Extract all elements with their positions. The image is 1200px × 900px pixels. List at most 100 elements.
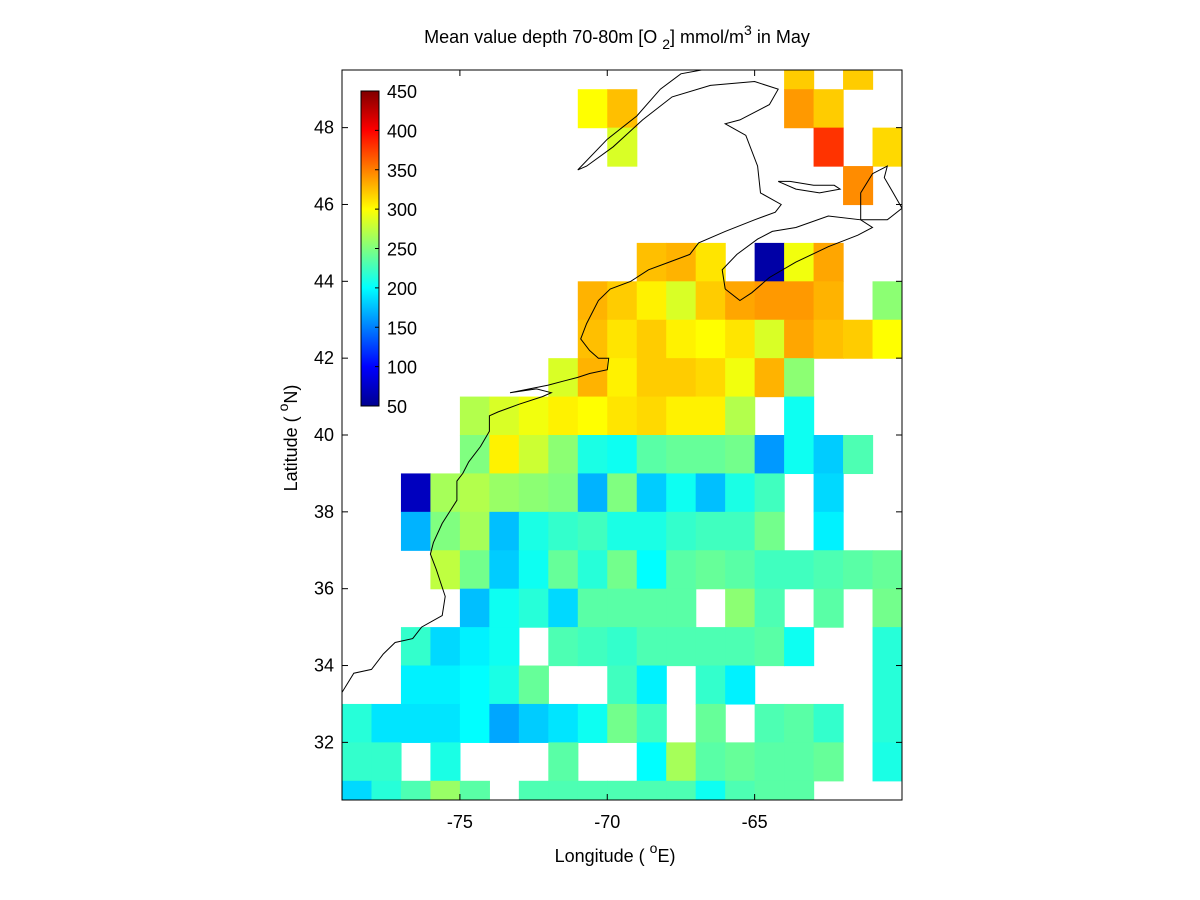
heatmap-cell [577,281,608,321]
heatmap-cell [577,396,608,436]
heatmap-cell [695,703,726,743]
heatmap-cell [666,550,697,590]
y-axis-ticks: 32 34 36 38 40 42 44 46 48 [314,118,902,752]
x-axis-label-unit: E) [657,846,675,866]
colorbar-tick-label: 100 [387,358,417,378]
heatmap-cell [548,435,579,475]
y-tick-label: 38 [314,502,334,522]
heatmap-cell [400,473,432,513]
heatmap-cell [607,703,638,743]
heatmap-cell [784,396,815,436]
heatmap-cell [813,281,844,321]
heatmap-cell [843,319,874,359]
heatmap-cell [725,473,756,513]
heatmap-cell [725,396,756,436]
heatmap-cell [577,703,608,743]
heatmap-cell [666,473,697,513]
heatmap-cell [666,396,697,436]
heatmap-cell [430,742,461,782]
heatmap-cell [784,242,815,282]
heatmap-cell [400,665,432,705]
heatmap-cell [813,511,844,551]
heatmap-cell [489,396,520,436]
heatmap-cell [577,435,608,475]
heatmap-cell [872,703,902,743]
heatmap-cell [872,665,902,705]
heatmap-cell [636,281,667,321]
heatmap-cell [754,319,785,359]
heatmap-cell [636,665,667,705]
heatmap-cell [548,588,579,628]
heatmap-cell [666,742,697,782]
heatmap-cell [784,703,815,743]
svg-text:Mean value depth 70-80m [O2] m: Mean value depth 70-80m [O 2] mmol/m3 in … [424,22,810,52]
heatmap-cell [695,665,726,705]
heatmap-cell [695,242,726,282]
heatmap-cell [459,396,490,436]
heatmap-cell [784,627,815,667]
heatmap-cell [548,511,579,551]
heatmap-cell [577,511,608,551]
heatmap-cell [430,665,461,705]
heatmap-cell [754,358,785,398]
heatmap-cell [430,780,461,800]
heatmap-cell [843,166,874,206]
heatmap-cell [902,358,932,397]
heatmap-cell [607,358,638,398]
heatmap-cell [695,396,726,436]
heatmap-cell [666,281,697,321]
heatmap-cell [725,511,756,551]
heatmap-cell [636,319,667,359]
y-axis-label-unit: N) [281,385,301,404]
heatmap-cell [400,511,432,551]
x-axis-label-text: Longitude ( [555,846,650,866]
heatmap-cell [342,742,373,782]
heatmap-cell [577,319,608,359]
heatmap-cell [754,281,785,321]
heatmap-cell [548,627,579,667]
heatmap-cell [518,665,549,705]
x-tick-label: -75 [447,812,473,832]
heatmap-cell [489,703,520,743]
heatmap-cell [725,665,756,705]
heatmap-cell [725,780,756,800]
heatmap-cell [666,242,697,282]
colorbar-tick-label: 450 [387,82,417,102]
colorbar-tick-label: 200 [387,279,417,299]
heatmap-cell [813,550,844,590]
heatmap-cell [607,435,638,475]
heatmap-cell [784,358,815,398]
heatmap-cell [754,627,785,667]
heatmap-cell [548,780,579,800]
heatmap-cell [430,703,461,743]
heatmap-cell [636,473,667,513]
heatmap-cell [459,473,490,513]
heatmap-cell [754,703,785,743]
heatmap-cell [607,281,638,321]
heatmap-cell [636,703,667,743]
heatmap-cell [666,511,697,551]
heatmap-cell [459,588,490,628]
coastline-newfoundland [917,70,944,143]
title-month-text: in May [752,27,810,47]
heatmap-cell [607,627,638,667]
heatmap-cell [607,588,638,628]
colorbar-tick-label: 350 [387,161,417,181]
coastline-cape-breton [860,165,902,221]
heatmap-cell [843,435,874,475]
heatmap-cell [548,396,579,436]
heatmap-cell [872,319,902,359]
heatmap-cell [430,627,461,667]
heatmap-cell [489,435,520,475]
heatmap-cell [813,89,844,129]
heatmap-cell [695,742,726,782]
heatmap-cell [872,550,902,590]
heatmap-cell [459,665,490,705]
heatmap-cell [813,127,844,167]
heatmap-cell [695,473,726,513]
y-tick-label: 32 [314,732,334,752]
heatmap-cell [489,473,520,513]
heatmap-cell [518,588,549,628]
heatmap-cell [784,89,815,129]
heatmap-cell [489,588,520,628]
